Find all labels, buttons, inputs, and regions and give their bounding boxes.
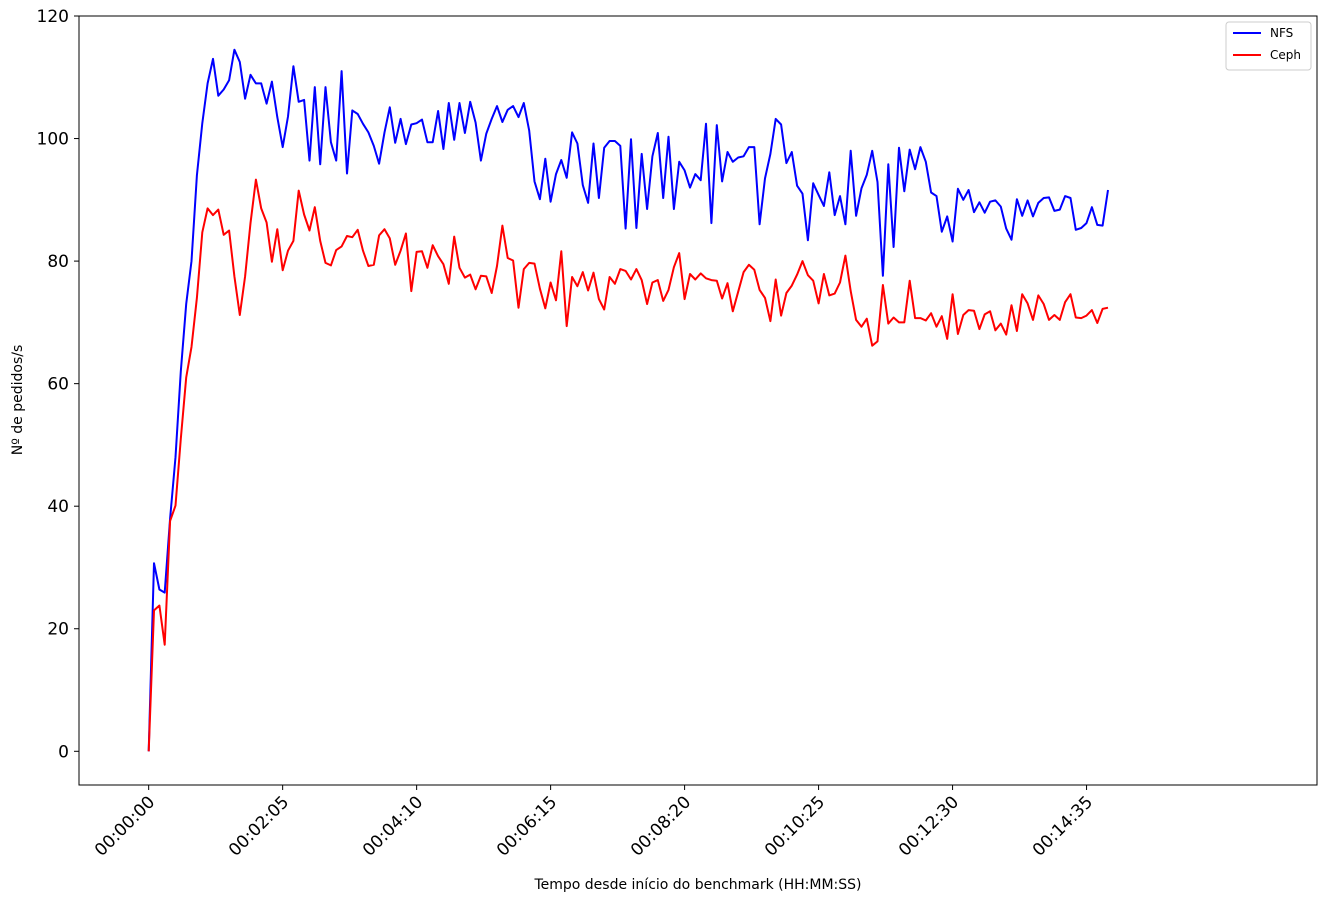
y-tick-label: 100 [37, 130, 69, 150]
x-tick-label: 00:14:35 [1029, 792, 1097, 860]
y-tick-label: 60 [47, 375, 69, 395]
legend-box [1225, 21, 1312, 71]
series-layer [147, 48, 1109, 752]
series-line-nfs [147, 48, 1109, 752]
x-tick-label: 00:08:20 [627, 792, 695, 860]
x-tick-label: 00:12:30 [895, 792, 963, 860]
y-tick-label: 20 [47, 620, 69, 640]
plot-area [78, 15, 1318, 786]
x-tick-label: 00:04:10 [359, 792, 427, 860]
y-tick-label: 40 [47, 497, 69, 517]
y-tick-label: 120 [37, 7, 69, 27]
series-line-ceph [147, 178, 1109, 752]
y-axis-label: Nº de pedidos/s [10, 345, 26, 456]
legend-label-nfs: NFS [1270, 26, 1293, 40]
x-tick-label: 00:10:25 [761, 792, 829, 860]
legend-label-ceph: Ceph [1270, 48, 1301, 62]
x-tick-label: 00:00:00 [91, 792, 159, 860]
x-tick-label: 00:02:05 [225, 792, 293, 860]
x-tick-label: 00:06:15 [493, 792, 561, 860]
x-axis: 00:00:00 00:02:05 00:04:10 00:06:15 00:08:20… [91, 785, 1097, 861]
x-axis-label: Tempo desde início do benchmark (HH:MM:S… [533, 877, 861, 893]
y-tick-label: 0 [58, 742, 69, 762]
y-tick-label: 80 [47, 252, 69, 272]
legend: NFS Ceph [1225, 21, 1312, 71]
y-axis: 0 20 40 60 80 100 120 [37, 7, 79, 762]
